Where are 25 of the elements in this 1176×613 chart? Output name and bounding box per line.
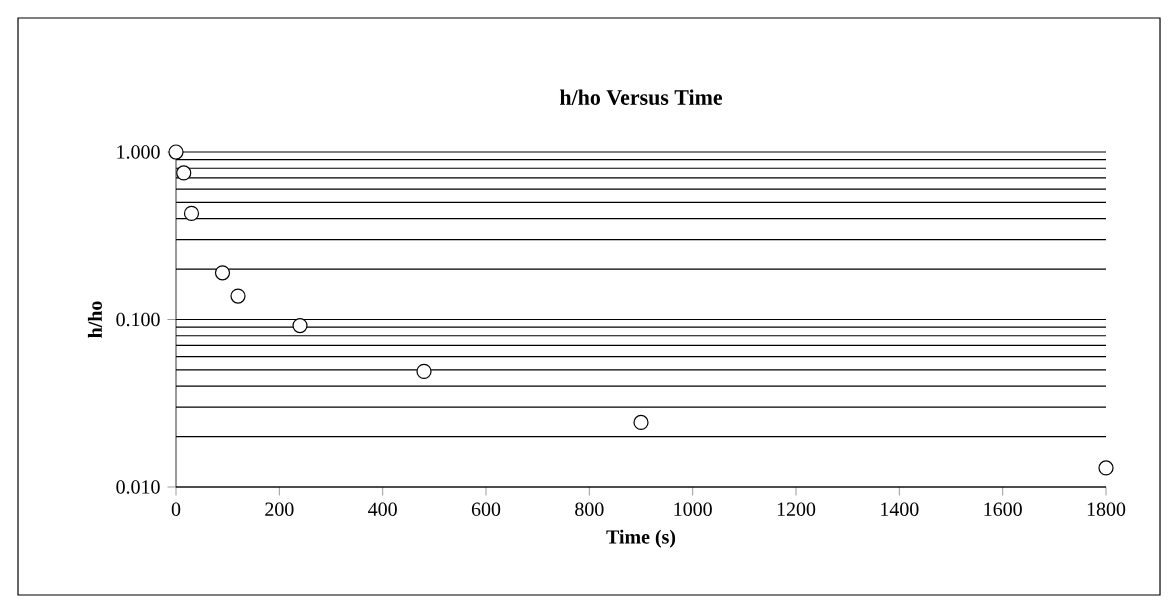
x-tick-label: 0 xyxy=(171,502,181,516)
x-tick-label: 1000 xyxy=(674,502,712,516)
x-tick-label: 400 xyxy=(368,502,397,516)
y-tick-label: 1.000 xyxy=(117,145,160,159)
point xyxy=(292,317,308,334)
x-tick-label: 1800 xyxy=(1087,502,1126,516)
point xyxy=(230,288,246,304)
point xyxy=(168,144,184,160)
point xyxy=(633,414,649,431)
x-tick-label: 600 xyxy=(471,502,501,516)
point xyxy=(416,363,432,379)
y-tick-label: 0.010 xyxy=(116,480,160,494)
point xyxy=(183,205,200,221)
x-tick-label: 200 xyxy=(265,502,294,516)
x-tick-label: 800 xyxy=(575,502,604,516)
point xyxy=(214,265,231,281)
x-tick-label: 1400 xyxy=(881,502,919,516)
y-tick-label: 0.100 xyxy=(116,312,160,327)
x-tick-label: 1600 xyxy=(984,502,1022,516)
x-tick-label: 1200 xyxy=(777,502,816,516)
y-axis-title: h/ho xyxy=(87,301,102,338)
point xyxy=(1098,460,1114,476)
x-axis-title: Time (s) xyxy=(606,529,676,548)
chart-title: h/ho Versus Time xyxy=(559,89,723,106)
point xyxy=(176,165,192,181)
